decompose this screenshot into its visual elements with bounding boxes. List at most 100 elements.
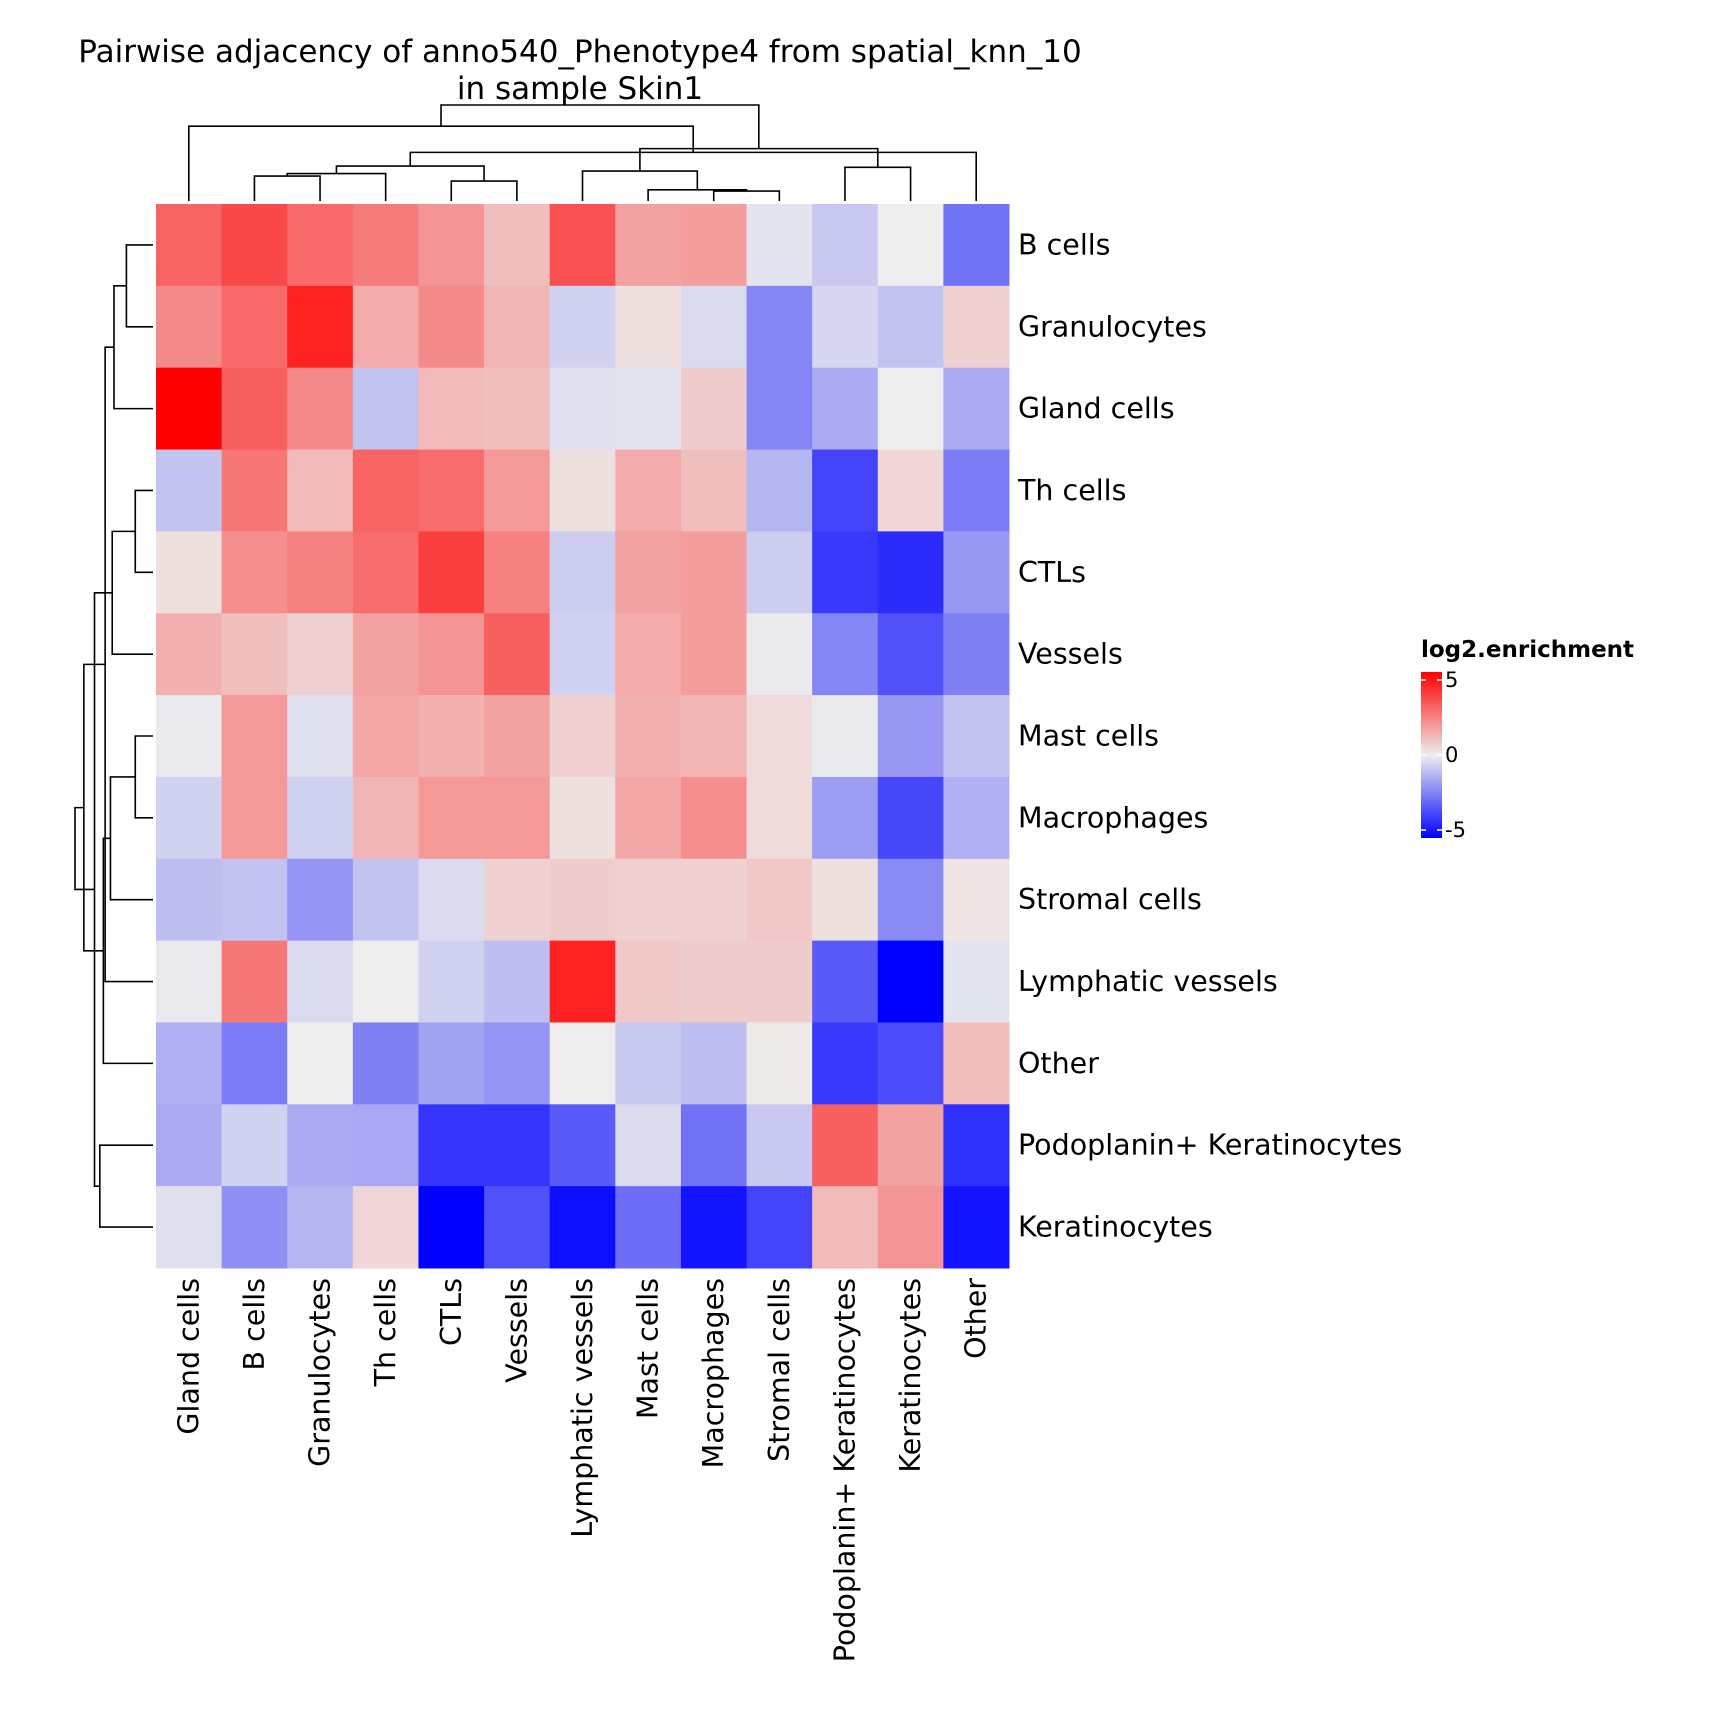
heatmap-cell-stromal-cells-x-vessels: [484, 858, 551, 942]
legend-tick-label-1: 0: [1445, 743, 1458, 767]
heatmap-cell-keratinocytes-x-other: [943, 1186, 1010, 1269]
heatmap-cell-stromal-cells-x-keratinocytes: [877, 858, 944, 942]
heatmap-cell-th-cells-x-b-cells: [221, 449, 288, 532]
heatmap-cell-b-cells-x-th-cells: [352, 204, 419, 287]
heatmap-cell-macrophages-x-th-cells: [352, 776, 419, 860]
heatmap-cell-other-x-b-cells: [221, 1022, 288, 1105]
legend-ticks: 5 0 -5: [1421, 668, 1466, 842]
heatmap-cell-mast-cells-x-lymphatic-vessels: [549, 695, 616, 778]
heatmap-cell-macrophages-x-granulocytes: [287, 776, 354, 860]
heatmap-cell-stromal-cells-x-gland-cells: [156, 858, 223, 942]
heatmap-cell-b-cells-x-stromal-cells: [746, 204, 813, 287]
col-dendrogram-link-9: [409, 151, 977, 201]
heatmap-cell-b-cells-x-podoplanin-keratinocytes: [812, 204, 879, 287]
heatmap-cell-granulocytes-x-vessels: [484, 285, 551, 369]
col-dendrogram-link-4: [844, 166, 912, 201]
heatmap-cell-vessels-x-stromal-cells: [746, 613, 813, 696]
heatmap-cell-th-cells-x-ctls: [418, 449, 485, 532]
row-dendrogram-link-3: [134, 735, 153, 819]
heatmap-cell-ctls-x-keratinocytes: [877, 531, 944, 614]
heatmap-cell-granulocytes-x-stromal-cells: [746, 285, 813, 369]
heatmap-cell-stromal-cells-x-macrophages: [680, 858, 748, 942]
col-dendrogram-link-3: [712, 190, 781, 201]
row-dendrogram-link-2: [134, 489, 153, 574]
heatmap-cell-th-cells-x-other: [943, 449, 1010, 532]
heatmap-cell-keratinocytes-x-ctls: [418, 1186, 485, 1269]
heatmap-cell-ctls-x-podoplanin-keratinocytes: [812, 531, 879, 614]
heatmap-cell-podoplanin-keratinocytes-x-b-cells: [221, 1104, 288, 1187]
heatmap-cell-stromal-cells-x-th-cells: [352, 858, 419, 942]
heatmap-cell-vessels-x-lymphatic-vessels: [549, 613, 616, 696]
heatmap-cell-lymphatic-vessels-x-vessels: [484, 940, 551, 1023]
legend-title: log2.enrichment: [1421, 637, 1634, 663]
color-legend: log2.enrichment 5 0 -5: [1421, 637, 1634, 842]
heatmap-cell-macrophages-x-mast-cells: [615, 776, 682, 860]
col-dendrogram-link-12: [440, 104, 760, 149]
heatmap-cell-gland-cells-x-podoplanin-keratinocytes: [812, 367, 879, 451]
heatmap-cell-gland-cells-x-lymphatic-vessels: [549, 367, 616, 451]
row-label-other: Other: [1018, 1047, 1099, 1080]
row-label-macrophages: Macrophages: [1018, 801, 1208, 834]
row-dendrogram-link-6: [109, 776, 153, 901]
heatmap-cell-other-x-gland-cells: [156, 1022, 223, 1105]
heatmap-cell-gland-cells-x-stromal-cells: [746, 367, 813, 451]
heatmap-cell-podoplanin-keratinocytes-x-th-cells: [352, 1104, 419, 1187]
row-dendrogram-link-1: [125, 244, 153, 328]
heatmap-cell-other-x-th-cells: [352, 1022, 419, 1105]
row-label-stromal-cells: Stromal cells: [1018, 883, 1202, 916]
heatmap-cell-other-x-ctls: [418, 1022, 485, 1105]
column-label-macrophages: Macrophages: [697, 1278, 730, 1468]
column-label-vessels: Vessels: [500, 1278, 533, 1383]
heatmap-cell-ctls-x-gland-cells: [156, 531, 223, 614]
heatmap-cell-stromal-cells-x-mast-cells: [615, 858, 682, 942]
col-dendrogram-link-7: [335, 165, 485, 182]
row-dendrogram-link-8: [104, 346, 153, 983]
col-dendrogram-link-2: [253, 175, 321, 201]
heatmap-cell-mast-cells-x-ctls: [418, 695, 485, 778]
row-dendrogram-link-5: [113, 285, 153, 410]
row-labels: B cells Granulocytes Gland cells Th cells CT…: [1017, 228, 1402, 1243]
heatmap-cell-ctls-x-b-cells: [221, 531, 288, 614]
column-label-lymphatic-vessels: Lymphatic vessels: [566, 1278, 599, 1538]
heatmap-cell-other-x-podoplanin-keratinocytes: [812, 1022, 879, 1105]
heatmap-cell-stromal-cells-x-podoplanin-keratinocytes: [812, 858, 879, 942]
heatmap-cell-granulocytes-x-macrophages: [680, 285, 748, 369]
row-label-granulocytes: Granulocytes: [1018, 310, 1207, 343]
heatmap-cell-b-cells-x-keratinocytes: [877, 204, 944, 287]
heatmap-cell-podoplanin-keratinocytes-x-stromal-cells: [746, 1104, 813, 1187]
heatmap-cell-b-cells-x-lymphatic-vessels: [549, 204, 616, 287]
row-label-b-cells: B cells: [1018, 228, 1111, 261]
heatmap-cell-b-cells-x-b-cells: [221, 204, 288, 287]
legend-color-bar: [1421, 672, 1442, 838]
heatmap-cell-lymphatic-vessels-x-podoplanin-keratinocytes: [812, 940, 879, 1023]
row-dendrogram-link-9: [102, 837, 153, 1065]
column-label-ctls: CTLs: [435, 1278, 468, 1346]
row-dendrogram-link-7: [111, 530, 153, 655]
column-labels: Gland cells B cells Granulocytes Th cells CT…: [172, 1278, 992, 1663]
heatmap-cell-mast-cells-x-podoplanin-keratinocytes: [812, 695, 879, 778]
heatmap-cell-th-cells-x-th-cells: [352, 449, 419, 532]
heatmap-cell-other-x-lymphatic-vessels: [549, 1022, 616, 1105]
heatmap-cell-vessels-x-other: [943, 613, 1010, 696]
heatmap-cell-lymphatic-vessels-x-th-cells: [352, 940, 419, 1023]
heatmap-cell-ctls-x-other: [943, 531, 1010, 614]
heatmap-cell-gland-cells-x-ctls: [418, 367, 485, 451]
heatmap-cell-podoplanin-keratinocytes-x-ctls: [418, 1104, 485, 1187]
heatmap-cell-stromal-cells-x-granulocytes: [287, 858, 354, 942]
heatmap-cell-th-cells-x-gland-cells: [156, 449, 223, 532]
heatmap-cell-granulocytes-x-lymphatic-vessels: [549, 285, 616, 369]
heatmap-cell-b-cells-x-granulocytes: [287, 204, 354, 287]
heatmap-cell-mast-cells-x-macrophages: [680, 695, 748, 778]
legend-tick-label-2: -5: [1445, 818, 1466, 842]
heatmap-cell-other-x-keratinocytes: [877, 1022, 944, 1105]
heatmap-cell-stromal-cells-x-ctls: [418, 858, 485, 942]
heatmap-cell-podoplanin-keratinocytes-x-vessels: [484, 1104, 551, 1187]
row-label-vessels: Vessels: [1018, 638, 1123, 671]
heatmap-cell-other-x-other: [943, 1022, 1010, 1105]
heatmap-cell-macrophages-x-ctls: [418, 776, 485, 860]
heatmap-cell-ctls-x-granulocytes: [287, 531, 354, 614]
heatmap-cell-macrophages-x-b-cells: [221, 776, 288, 860]
heatmap-cell-ctls-x-macrophages: [680, 531, 748, 614]
heatmap-cell-podoplanin-keratinocytes-x-gland-cells: [156, 1104, 223, 1187]
column-label-b-cells: B cells: [238, 1278, 271, 1371]
